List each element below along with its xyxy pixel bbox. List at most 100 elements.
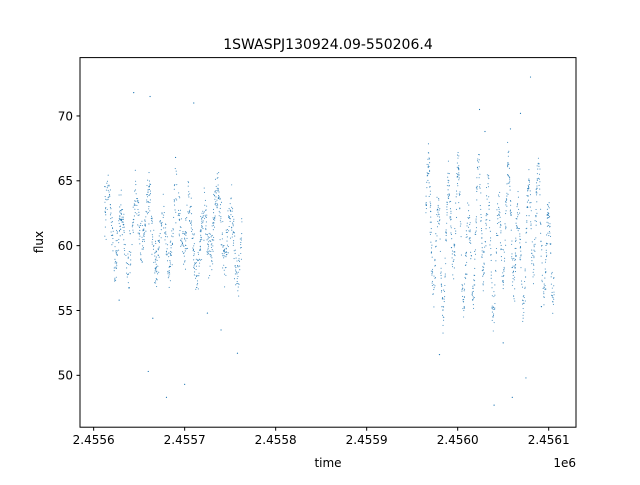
data-point <box>134 208 136 210</box>
data-point <box>137 224 139 226</box>
data-point <box>222 254 224 256</box>
data-point <box>535 187 537 189</box>
data-point <box>440 271 442 273</box>
data-point <box>180 218 183 220</box>
data-point <box>473 274 475 276</box>
data-point <box>521 303 524 305</box>
data-point <box>516 206 518 208</box>
data-point <box>490 254 492 256</box>
data-point <box>200 231 202 233</box>
data-point <box>553 291 555 293</box>
data-point <box>208 237 210 239</box>
data-point <box>494 302 496 305</box>
data-point <box>198 265 200 267</box>
data-point <box>199 248 201 250</box>
data-point <box>519 233 521 235</box>
data-point <box>193 259 195 261</box>
data-point <box>482 269 484 271</box>
data-point <box>172 232 174 234</box>
data-point <box>232 231 234 233</box>
data-point <box>112 234 114 236</box>
y-tick-label: 55 <box>58 304 73 318</box>
data-point <box>186 204 188 206</box>
data-point <box>116 250 118 252</box>
data-point <box>478 161 480 163</box>
data-point <box>487 214 489 216</box>
data-point <box>211 261 213 263</box>
data-point <box>188 191 190 193</box>
data-point <box>524 286 526 288</box>
data-point <box>497 194 500 196</box>
data-point <box>458 202 460 204</box>
data-point <box>173 199 175 201</box>
data-point <box>496 232 498 234</box>
data-point <box>437 220 439 222</box>
data-point <box>234 249 236 251</box>
data-point <box>182 231 184 233</box>
data-point <box>482 275 484 277</box>
data-point <box>238 254 240 256</box>
data-point <box>145 230 147 232</box>
data-point <box>115 279 117 282</box>
data-point <box>429 169 431 171</box>
data-point <box>110 221 112 223</box>
data-point <box>170 247 172 249</box>
data-point <box>504 257 506 259</box>
data-point <box>159 233 161 235</box>
data-point <box>465 273 467 275</box>
data-point <box>460 254 462 256</box>
data-point <box>463 290 465 292</box>
data-point <box>192 249 194 251</box>
data-point <box>529 194 532 196</box>
data-point <box>541 262 543 264</box>
data-point <box>142 247 144 249</box>
y-tick-label: 65 <box>58 174 73 188</box>
data-point <box>511 240 513 242</box>
data-point <box>212 229 214 231</box>
data-point <box>232 244 234 246</box>
data-point <box>134 212 136 214</box>
data-point <box>438 223 440 225</box>
data-point <box>220 201 223 203</box>
data-point <box>509 180 511 182</box>
data-point <box>218 198 220 200</box>
data-point <box>131 224 133 226</box>
data-point <box>546 208 548 210</box>
data-point <box>503 260 506 262</box>
data-point <box>478 159 480 161</box>
data-point <box>183 232 185 234</box>
data-point <box>195 262 197 264</box>
data-point <box>190 222 192 225</box>
data-point <box>533 274 535 276</box>
data-point <box>108 194 111 196</box>
data-point <box>220 221 222 223</box>
data-point <box>443 306 445 308</box>
data-point <box>426 175 428 177</box>
data-point <box>430 216 432 218</box>
data-point <box>503 269 505 271</box>
data-point <box>176 199 178 201</box>
data-point <box>206 214 208 216</box>
x-tick-label: 2.4560 <box>437 433 479 447</box>
data-point <box>425 202 427 204</box>
x-tick-label: 2.4556 <box>73 433 115 447</box>
data-point <box>519 257 521 259</box>
data-point <box>507 166 509 168</box>
data-point <box>213 212 215 214</box>
data-point <box>139 252 141 254</box>
data-point <box>214 190 216 192</box>
data-point <box>148 172 150 174</box>
data-point <box>545 256 548 258</box>
data-point <box>155 269 157 271</box>
data-point <box>201 222 203 224</box>
data-point <box>229 218 232 220</box>
data-point <box>147 179 149 181</box>
data-point <box>544 285 546 287</box>
data-point <box>540 208 542 210</box>
data-point <box>473 284 475 286</box>
data-point <box>133 92 135 94</box>
data-point <box>551 296 553 298</box>
data-point <box>520 250 522 252</box>
data-point <box>514 252 516 254</box>
data-point <box>519 235 521 237</box>
